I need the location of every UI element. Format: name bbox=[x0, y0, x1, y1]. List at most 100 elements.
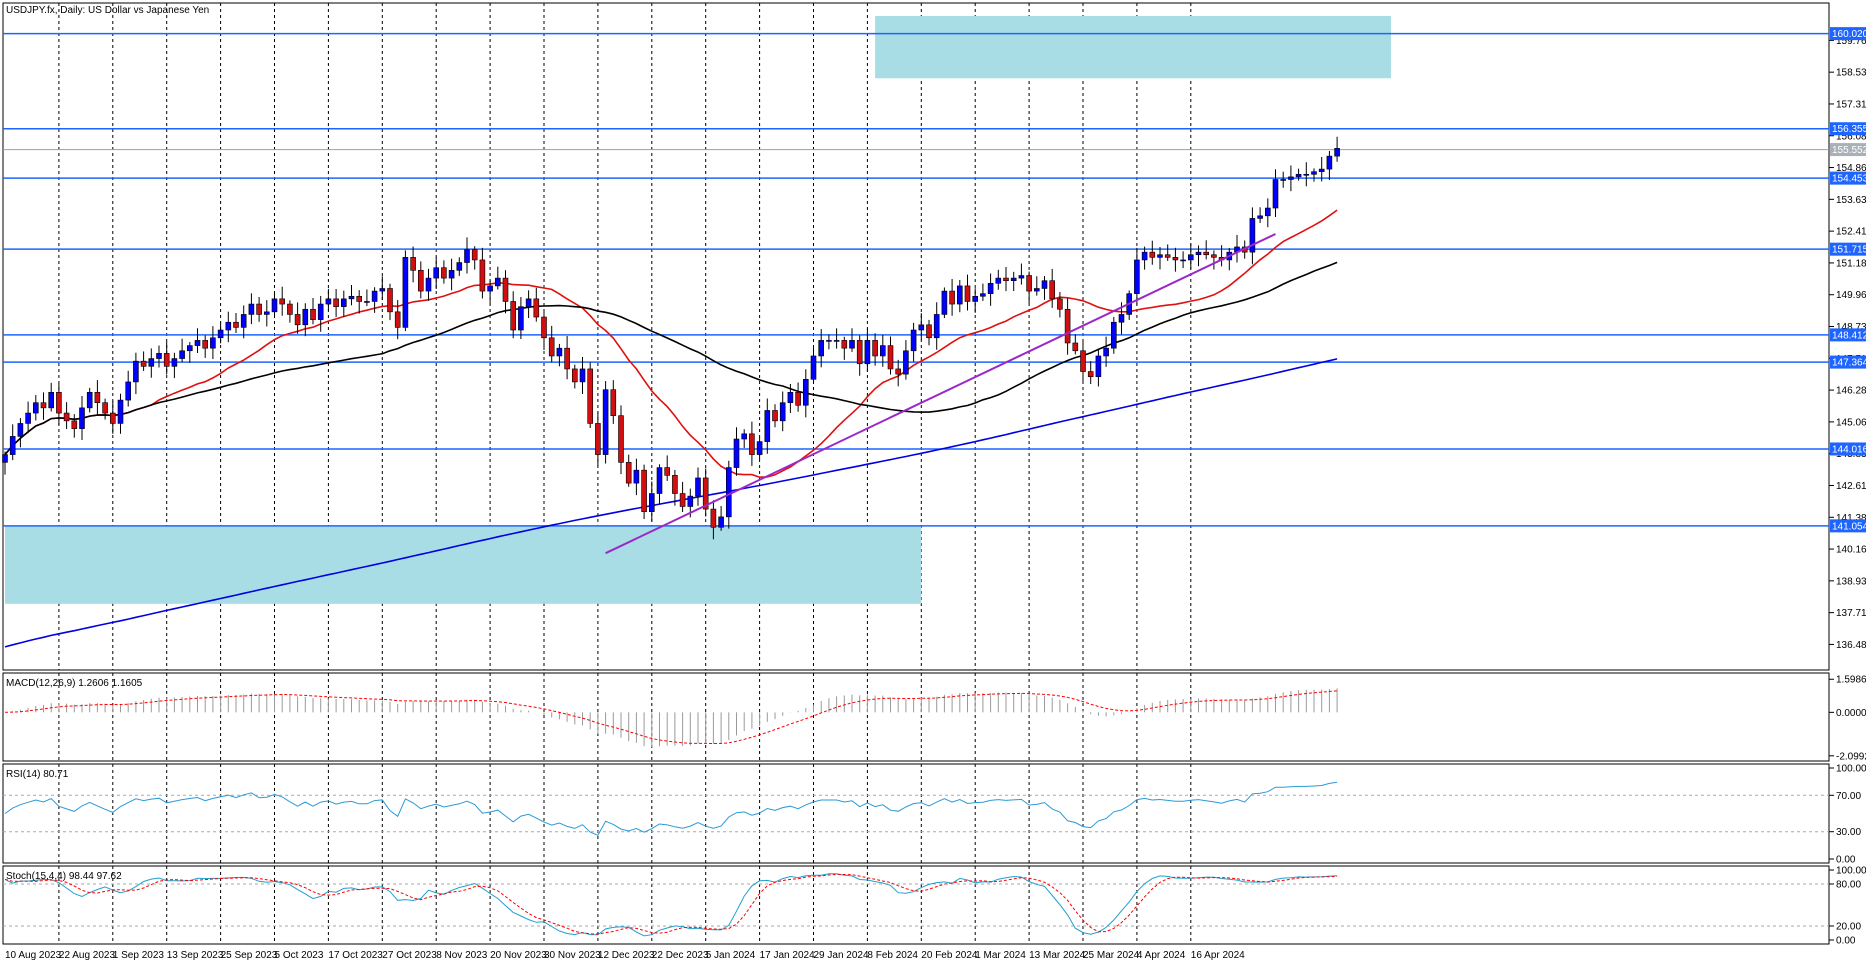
candle-body[interactable] bbox=[1164, 254, 1171, 258]
candle-body[interactable] bbox=[749, 433, 755, 455]
candle-body[interactable] bbox=[287, 303, 293, 315]
candle-body[interactable] bbox=[725, 467, 732, 518]
candle-body[interactable] bbox=[9, 436, 16, 455]
candle-body[interactable] bbox=[510, 301, 517, 331]
candle-body[interactable] bbox=[856, 340, 863, 365]
candle-body[interactable] bbox=[494, 277, 501, 287]
candle-body[interactable] bbox=[1049, 280, 1055, 300]
candle-body[interactable] bbox=[841, 340, 848, 349]
candle-body[interactable] bbox=[956, 285, 963, 305]
macd-panel[interactable] bbox=[2, 672, 1830, 762]
candle-body[interactable] bbox=[210, 337, 216, 349]
candle-body[interactable] bbox=[1249, 218, 1256, 253]
candle-body[interactable] bbox=[618, 415, 624, 463]
candle-body[interactable] bbox=[987, 282, 994, 294]
candle-body[interactable] bbox=[1203, 251, 1209, 256]
candle-body[interactable] bbox=[394, 311, 401, 328]
candle-body[interactable] bbox=[910, 329, 917, 352]
candle-body[interactable] bbox=[1172, 257, 1179, 261]
candle-body[interactable] bbox=[102, 402, 108, 414]
candle-body[interactable] bbox=[1188, 254, 1194, 261]
candle-body[interactable] bbox=[279, 298, 286, 305]
candle-body[interactable] bbox=[656, 467, 663, 494]
candle-body[interactable] bbox=[741, 433, 748, 440]
candle-body[interactable] bbox=[903, 350, 909, 375]
candle-body[interactable] bbox=[148, 358, 155, 367]
candle-body[interactable] bbox=[733, 438, 740, 468]
candle-body[interactable] bbox=[464, 249, 470, 263]
candle-body[interactable] bbox=[317, 303, 324, 320]
candle-body[interactable] bbox=[187, 345, 193, 352]
candle-body[interactable] bbox=[964, 285, 971, 302]
candle-body[interactable] bbox=[941, 290, 948, 315]
candle-body[interactable] bbox=[1095, 355, 1102, 378]
candle-body[interactable] bbox=[40, 402, 47, 409]
candle-body[interactable] bbox=[1195, 251, 1202, 256]
candle-body[interactable] bbox=[156, 353, 162, 359]
candle-body[interactable] bbox=[1334, 148, 1340, 157]
candle-body[interactable] bbox=[926, 324, 932, 339]
candle-body[interactable] bbox=[248, 303, 255, 315]
candle-body[interactable] bbox=[518, 306, 524, 331]
candle-body[interactable] bbox=[387, 288, 393, 313]
candle-body[interactable] bbox=[949, 290, 955, 305]
candle-body[interactable] bbox=[679, 493, 686, 507]
candle-body[interactable] bbox=[772, 410, 778, 422]
candle-body[interactable] bbox=[787, 391, 794, 403]
candle-body[interactable] bbox=[1211, 254, 1217, 258]
candle-body[interactable] bbox=[325, 298, 332, 305]
candle-body[interactable] bbox=[110, 412, 116, 424]
candle-body[interactable] bbox=[448, 270, 455, 279]
candle-body[interactable] bbox=[471, 249, 478, 261]
candle-body[interactable] bbox=[32, 402, 39, 414]
candle-body[interactable] bbox=[2, 454, 8, 463]
price-panel[interactable] bbox=[2, 2, 1830, 671]
candle-body[interactable] bbox=[294, 314, 301, 326]
candle-body[interactable] bbox=[779, 402, 786, 422]
candle-body[interactable] bbox=[364, 301, 370, 303]
candle-body[interactable] bbox=[310, 308, 316, 320]
candle-body[interactable] bbox=[648, 493, 655, 512]
candle-body[interactable] bbox=[687, 495, 694, 507]
candle-body[interactable] bbox=[879, 345, 886, 357]
candle-body[interactable] bbox=[764, 410, 771, 442]
candle-body[interactable] bbox=[1157, 254, 1163, 258]
candle-body[interactable] bbox=[1080, 350, 1086, 372]
candle-body[interactable] bbox=[887, 345, 894, 370]
candle-body[interactable] bbox=[263, 311, 270, 315]
candle-body[interactable] bbox=[633, 469, 640, 484]
candle-body[interactable] bbox=[695, 477, 701, 497]
candle-body[interactable] bbox=[1057, 298, 1063, 310]
candle-body[interactable] bbox=[487, 285, 493, 292]
candle-body[interactable] bbox=[541, 316, 547, 339]
candle-body[interactable] bbox=[402, 257, 409, 328]
candle-body[interactable] bbox=[94, 391, 101, 403]
candle-body[interactable] bbox=[425, 277, 432, 292]
candle-body[interactable] bbox=[1064, 308, 1071, 344]
candle-body[interactable] bbox=[179, 350, 185, 359]
candle-body[interactable] bbox=[433, 267, 440, 279]
candle-body[interactable] bbox=[48, 391, 55, 409]
candle-body[interactable] bbox=[194, 340, 201, 346]
candle-body[interactable] bbox=[1111, 321, 1117, 349]
candle-body[interactable] bbox=[1265, 207, 1271, 217]
candle-body[interactable] bbox=[271, 298, 278, 313]
candle-body[interactable] bbox=[1303, 173, 1310, 176]
candle-body[interactable] bbox=[718, 516, 724, 528]
candle-body[interactable] bbox=[1041, 280, 1048, 289]
candle-body[interactable] bbox=[664, 467, 671, 476]
candle-body[interactable] bbox=[125, 381, 131, 401]
candle-body[interactable] bbox=[556, 347, 563, 357]
candle-body[interactable] bbox=[602, 389, 609, 455]
candle-body[interactable] bbox=[333, 298, 339, 307]
candle-body[interactable] bbox=[225, 321, 232, 331]
candle-body[interactable] bbox=[441, 267, 447, 279]
candle-body[interactable] bbox=[1018, 275, 1025, 279]
candle-body[interactable] bbox=[1034, 288, 1040, 292]
candle-body[interactable] bbox=[702, 477, 709, 510]
candle-body[interactable] bbox=[895, 368, 902, 375]
candle-body[interactable] bbox=[525, 298, 532, 307]
candle-body[interactable] bbox=[79, 407, 85, 429]
candle-body[interactable] bbox=[1272, 179, 1279, 209]
